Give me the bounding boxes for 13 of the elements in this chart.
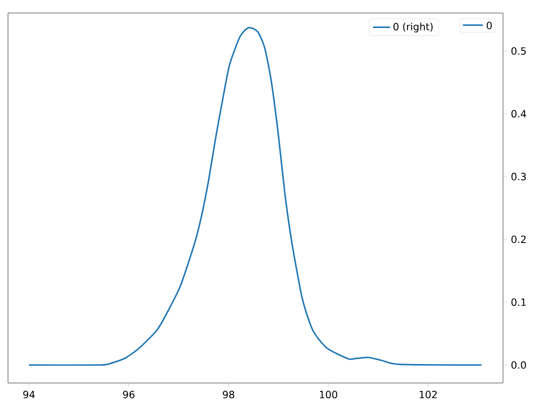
x-tick-label: 96 <box>123 390 134 398</box>
x-tick-label: 98 <box>222 390 234 398</box>
legend-label: 0 (right) <box>393 22 433 32</box>
y2-tick-label: 0.2 <box>511 236 526 244</box>
x-tick-label: 102 <box>420 390 437 398</box>
y2-tick-label: 0.1 <box>511 298 526 306</box>
y2-tick-label: 0.5 <box>511 47 526 55</box>
y2-tick-label: 0.4 <box>511 110 526 118</box>
y2-tick-label: 0.0 <box>511 361 526 369</box>
x-tick-label: 94 <box>23 390 35 398</box>
annotation: 0 <box>486 22 492 30</box>
y2-tick-label: 0.3 <box>511 172 526 180</box>
x-tick-label: 100 <box>320 390 338 398</box>
